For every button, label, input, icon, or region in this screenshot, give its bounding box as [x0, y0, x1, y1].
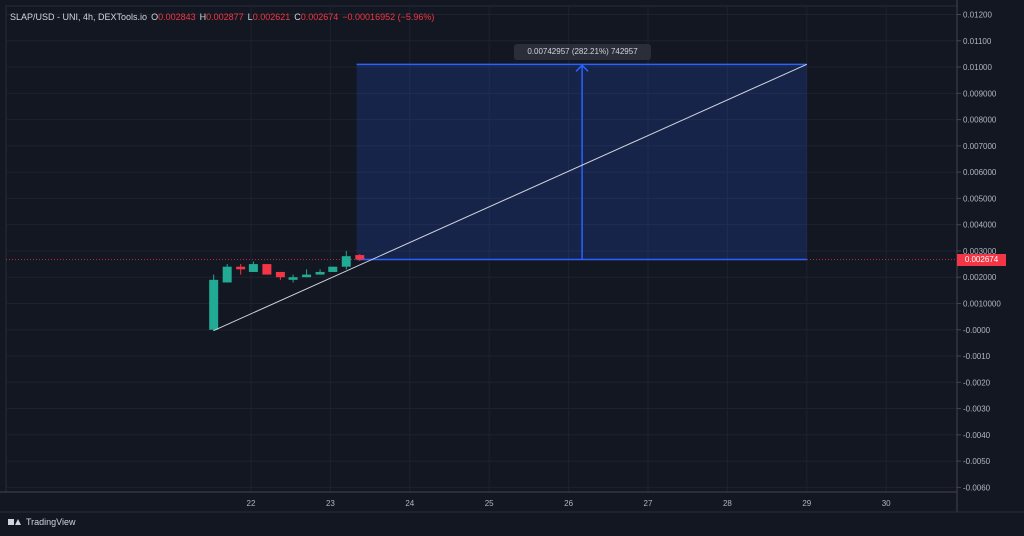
- symbol-label: SLAP/USD - UNI, 4h, DEXTools.io: [10, 12, 148, 22]
- y-tick-label: 0.007000: [963, 142, 997, 151]
- y-tick-label: -0.0000: [963, 326, 991, 335]
- x-tick-label: 29: [802, 499, 811, 508]
- candle-body: [209, 279, 219, 330]
- low-value: 0.002621: [252, 12, 291, 22]
- candle-body: [328, 266, 338, 272]
- close-label: C: [294, 12, 301, 22]
- open-label: O: [151, 12, 159, 22]
- price-axis: 0.01200 0.01100 0.01000 0.009000 0.008000 0.0…: [956, 0, 1001, 512]
- x-tick-label: 24: [405, 499, 414, 508]
- high-value: 0.002877: [206, 12, 244, 22]
- x-tick-label: 25: [485, 499, 494, 508]
- change-value: −0.00016952 (−5.96%): [342, 12, 435, 22]
- candle-body: [315, 271, 325, 275]
- y-tick-label: -0.0020: [963, 378, 991, 387]
- time-axis: 22 23 24 25 26 27 28 29 30: [0, 491, 1024, 513]
- y-tick-label: 0.005000: [963, 194, 997, 203]
- low-label: L: [247, 12, 253, 22]
- y-tick-label: 0.004000: [963, 221, 997, 230]
- grid: [5, 5, 958, 493]
- y-tick-label: 0.009000: [963, 89, 997, 98]
- trendline-segment: [213, 63, 808, 331]
- y-tick-label: 0.002000: [963, 273, 997, 282]
- candle-body: [341, 256, 351, 267]
- high-label: H: [199, 12, 207, 22]
- y-tick-label: -0.0030: [963, 405, 991, 414]
- tradingview-logo[interactable]: TradingView: [8, 517, 76, 527]
- y-tick-label: -0.0050: [963, 457, 991, 466]
- tradingview-icon: [8, 517, 22, 527]
- x-tick-label: 23: [326, 499, 335, 508]
- chart-legend: SLAP/USD - UNI, 4h, DEXTools.io O0.00284…: [10, 12, 434, 22]
- close-value: 0.002674: [300, 12, 339, 22]
- candle-body: [288, 277, 298, 280]
- y-tick-label: 0.006000: [963, 168, 997, 177]
- y-tick-label: 0.01100: [963, 37, 992, 46]
- candle-body: [302, 274, 312, 278]
- y-tick-label: 0.01200: [963, 11, 992, 20]
- brand-label: TradingView: [26, 517, 76, 527]
- candle-body: [248, 264, 258, 272]
- trendline: [213, 63, 808, 331]
- candle-body: [236, 266, 246, 270]
- candles: [209, 250, 365, 332]
- candle-body: [275, 271, 285, 278]
- footer-bar: [0, 513, 1024, 536]
- y-tick-label: 0.008000: [963, 116, 997, 125]
- measure-arrow-head: [575, 64, 589, 72]
- y-tick-label: -0.0060: [963, 483, 991, 492]
- candle-body: [355, 255, 365, 260]
- last-price-tag: 0.002674: [957, 253, 1006, 266]
- x-tick-label: 27: [644, 499, 653, 508]
- candle-body: [262, 264, 272, 275]
- x-tick-label: 30: [882, 499, 891, 508]
- y-tick-label: -0.0040: [963, 431, 991, 440]
- y-tick-label: 0.0010000: [963, 299, 1001, 308]
- y-tick-label: -0.0010: [963, 352, 991, 361]
- x-tick-label: 28: [723, 499, 732, 508]
- measure-tooltip: 0.00742957 (282.21%) 742957: [514, 44, 651, 60]
- open-value: 0.002843: [158, 12, 196, 22]
- y-tick-label: 0.003000: [963, 247, 997, 256]
- candle-body: [222, 266, 232, 283]
- measure-tool: [356, 63, 807, 261]
- y-tick-label: 0.01000: [963, 63, 992, 72]
- x-tick-label: 22: [247, 499, 256, 508]
- x-tick-label: 26: [564, 499, 573, 508]
